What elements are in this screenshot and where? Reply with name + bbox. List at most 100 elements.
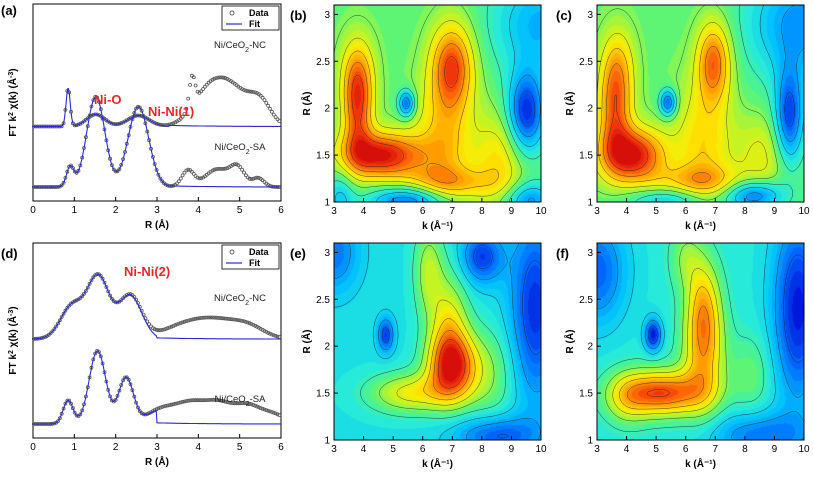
data-point	[269, 332, 274, 337]
data-point	[242, 401, 246, 406]
data-point	[238, 401, 243, 406]
contour-level	[433, 330, 471, 395]
x-tick-label: 5	[653, 444, 659, 455]
x-tick-label: 6	[420, 206, 426, 217]
data-point	[212, 167, 217, 172]
annotation-ni-ni-2: Ni-Ni(2)	[124, 264, 170, 279]
contour-level	[660, 4, 805, 203]
data-point	[219, 166, 224, 171]
data-point	[188, 318, 193, 323]
data-point	[184, 168, 189, 173]
data-point	[160, 404, 165, 409]
data-point	[72, 299, 77, 304]
series-label: Ni/CeO2-SA	[215, 142, 267, 156]
data-point	[84, 289, 88, 293]
data-point	[74, 298, 79, 303]
contour-lines-c	[596, 4, 805, 203]
contour-level	[334, 4, 542, 203]
data-point	[191, 317, 196, 322]
data-point	[186, 318, 191, 323]
data-point	[268, 331, 272, 336]
x-tick-label: 3	[594, 444, 600, 455]
data-point	[242, 319, 246, 324]
x-tick-label: 9	[772, 444, 778, 455]
data-point	[266, 408, 271, 413]
data-point	[180, 320, 185, 325]
data-point	[58, 416, 62, 421]
data-point	[249, 177, 254, 182]
y-axis-label: R (Å)	[563, 330, 576, 354]
data-point	[108, 293, 112, 298]
data-point	[204, 315, 209, 320]
data-point	[243, 88, 248, 93]
data-point	[212, 76, 217, 81]
contour-level	[518, 90, 536, 127]
data-point	[204, 398, 209, 403]
data-point	[184, 319, 189, 324]
data-point	[251, 403, 256, 407]
data-point	[251, 90, 256, 94]
y-axis-label: FT k2 χ(k) (Å-3)	[6, 68, 19, 136]
data-point	[56, 419, 60, 424]
data-point	[219, 75, 224, 80]
x-axis-label: k (Å⁻¹)	[685, 457, 716, 470]
y-tick-label: 2	[324, 104, 330, 115]
data-point	[255, 404, 259, 409]
data-point	[264, 329, 269, 334]
data-point	[85, 285, 90, 290]
data-point	[277, 413, 282, 418]
x-tick-label: 7	[450, 206, 456, 217]
contour-level	[596, 4, 778, 201]
data-point	[178, 176, 183, 181]
x-tick-label: 5	[390, 444, 396, 455]
data-point	[56, 321, 60, 326]
series-Ni/CeO2-SA	[31, 95, 282, 189]
data-point	[175, 401, 179, 406]
data-point	[184, 399, 189, 404]
data-point	[189, 317, 194, 322]
panel-label-e: (e)	[290, 246, 306, 261]
data-point	[223, 316, 228, 321]
data-point	[229, 317, 233, 322]
y-tick-label: 1.5	[579, 389, 593, 400]
legend-fit-label: Fit	[249, 258, 260, 268]
y-tick-label: 3	[587, 248, 593, 259]
data-point	[212, 397, 217, 402]
plot-frame-e	[333, 242, 542, 441]
data-point	[110, 296, 114, 301]
y-tick-label: 3	[324, 10, 330, 21]
contour-level	[333, 20, 513, 197]
data-point	[201, 398, 206, 403]
data-point	[240, 318, 245, 323]
data-point	[217, 316, 222, 320]
data-point	[268, 106, 272, 111]
series-Ni/CeO2-SA	[31, 348, 282, 426]
data-point	[154, 327, 159, 332]
data-point	[247, 401, 252, 406]
data-point	[113, 397, 118, 402]
x-tick-label: 3	[594, 206, 600, 217]
y-tick-label: 2	[324, 342, 330, 353]
x-tick-label: 3	[331, 206, 337, 217]
x-tick-label: 0	[30, 442, 36, 453]
panel-b: (b) 3 4 5 6 7 8 9 10 1 1.5 2 2.5 3 k (Å⁻¹) R (Å)	[290, 4, 547, 232]
x-tick-label: 7	[713, 444, 719, 455]
data-point	[206, 315, 211, 320]
contour-level	[602, 45, 722, 183]
contour-level	[605, 243, 728, 422]
contour-level	[350, 56, 459, 167]
data-point	[258, 406, 263, 411]
contour-level	[596, 242, 765, 433]
data-point	[72, 410, 77, 415]
x-tick-label: 6	[278, 205, 284, 216]
data-point	[271, 112, 276, 117]
data-point	[195, 316, 200, 321]
data-point	[249, 402, 254, 407]
legend-data-label: Data	[249, 247, 270, 257]
x-tick-label: 2	[113, 205, 119, 216]
data-point	[175, 181, 179, 186]
data-point	[214, 398, 219, 402]
y-tick-label: 1	[324, 198, 330, 209]
data-point	[208, 315, 213, 320]
data-point	[137, 105, 142, 110]
